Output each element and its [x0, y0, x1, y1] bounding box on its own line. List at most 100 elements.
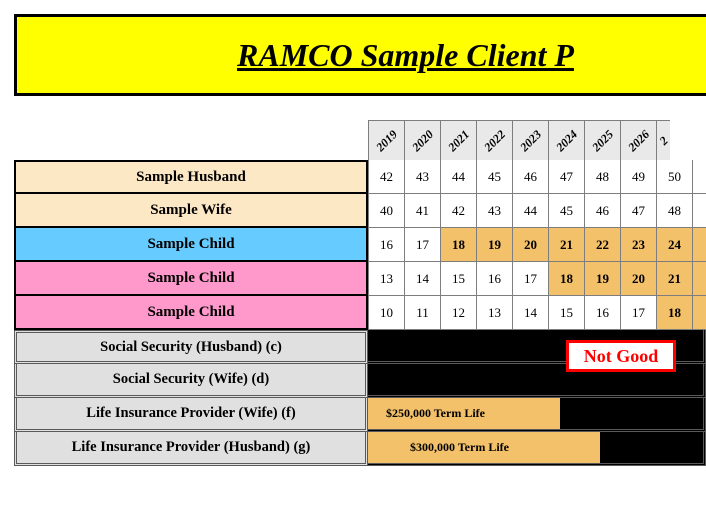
row-values: 404142434445464748 — [368, 194, 706, 228]
row-values: 101112131415161718 — [368, 296, 706, 330]
value-cell: 21 — [656, 262, 692, 296]
page-title: RAMCO Sample Client P — [237, 37, 574, 74]
value-cell: 13 — [476, 296, 512, 330]
header-spacer — [14, 120, 368, 160]
table-row: Sample Husband424344454647484950 — [14, 160, 706, 194]
value-cell: 43 — [404, 160, 440, 194]
year-header-cell: 2020 — [404, 121, 440, 160]
value-cell: 48 — [656, 194, 692, 228]
year-header-cell: 2 — [656, 121, 670, 160]
value-cell: 20 — [620, 262, 656, 296]
value-cell: 19 — [476, 228, 512, 262]
value-cell: 42 — [440, 194, 476, 228]
year-label: 2023 — [517, 127, 545, 155]
row-label: Sample Husband — [14, 160, 368, 194]
year-header-cell: 2026 — [620, 121, 656, 160]
value-cell: 40 — [368, 194, 404, 228]
value-cell: 19 — [584, 262, 620, 296]
table-row: Sample Child131415161718192021 — [14, 262, 706, 296]
table-row: Sample Child101112131415161718 — [14, 296, 706, 330]
value-cell: 22 — [584, 228, 620, 262]
value-cell: 13 — [368, 262, 404, 296]
row-label: Sample Wife — [14, 194, 368, 228]
section-label: Social Security (Husband) (c) — [14, 330, 368, 364]
value-cell: 48 — [584, 160, 620, 194]
value-cell: 12 — [440, 296, 476, 330]
year-label: 2020 — [409, 127, 437, 155]
row-values: 424344454647484950 — [368, 160, 706, 194]
year-header-cell: 2023 — [512, 121, 548, 160]
row-label: Sample Child — [14, 228, 368, 262]
table-row: Sample Wife404142434445464748 — [14, 194, 706, 228]
insurance-strip: $300,000 Term Life — [368, 432, 600, 463]
year-header-cell: 2019 — [368, 121, 404, 160]
year-label: 2024 — [553, 127, 581, 155]
section-value-row: $300,000 Term Life — [368, 432, 706, 466]
value-cell: 49 — [620, 160, 656, 194]
value-cell: 45 — [476, 160, 512, 194]
value-cell: 17 — [620, 296, 656, 330]
value-cell: 41 — [404, 194, 440, 228]
trailing-cell — [692, 160, 706, 194]
section-label: Social Security (Wife) (d) — [14, 364, 368, 398]
value-cell: 17 — [512, 262, 548, 296]
spacer — [0, 96, 706, 120]
value-cell: 11 — [404, 296, 440, 330]
value-cell: 14 — [512, 296, 548, 330]
year-header-cell: 2025 — [584, 121, 620, 160]
value-cell: 24 — [656, 228, 692, 262]
year-header-cell: 2022 — [476, 121, 512, 160]
value-cell: 18 — [548, 262, 584, 296]
year-label: 2026 — [625, 127, 653, 155]
table-row: Life Insurance Provider (Wife) (f)$250,0… — [14, 398, 706, 432]
not-good-badge: Not Good — [566, 340, 676, 372]
value-cell: 47 — [620, 194, 656, 228]
value-cell: 45 — [548, 194, 584, 228]
year-header-cell: 2024 — [548, 121, 584, 160]
trailing-cell — [692, 262, 706, 296]
main-content: 201920202021202220232024202520262 Sample… — [14, 120, 706, 466]
section-rows: Social Security (Husband) (c)Social Secu… — [14, 330, 706, 466]
section-value-area: $250,000 Term Life — [368, 398, 706, 432]
value-cell: 23 — [620, 228, 656, 262]
year-label: 2021 — [445, 127, 473, 155]
value-cell: 43 — [476, 194, 512, 228]
value-cell: 21 — [548, 228, 584, 262]
row-values: 161718192021222324 — [368, 228, 706, 262]
section-value-area: $300,000 Term Life — [368, 432, 706, 466]
value-cell: 50 — [656, 160, 692, 194]
year-cells: 2019 2020 202120222023 2024 2025 20262 — [368, 120, 670, 160]
value-cell: 16 — [368, 228, 404, 262]
value-cell: 16 — [476, 262, 512, 296]
row-label: Sample Child — [14, 262, 368, 296]
people-rows: Sample Husband424344454647484950Sample W… — [14, 160, 706, 330]
row-values: 131415161718192021 — [368, 262, 706, 296]
insurance-strip: $250,000 Term Life — [368, 398, 560, 429]
value-cell: 18 — [440, 228, 476, 262]
section-value-row: $250,000 Term Life — [368, 398, 706, 432]
value-cell: 44 — [512, 194, 548, 228]
value-cell: 15 — [440, 262, 476, 296]
value-cell: 16 — [584, 296, 620, 330]
value-cell: 46 — [584, 194, 620, 228]
year-label: 2019 — [373, 127, 401, 155]
title-banner: RAMCO Sample Client P — [14, 14, 706, 96]
value-cell: 20 — [512, 228, 548, 262]
year-label: 2025 — [589, 127, 617, 155]
year-header-row: 2019 2020 202120222023 2024 2025 20262 — [14, 120, 706, 160]
row-label: Sample Child — [14, 296, 368, 330]
section-label: Life Insurance Provider (Husband) (g) — [14, 432, 368, 466]
trailing-cell — [692, 296, 706, 330]
trailing-cell — [692, 194, 706, 228]
table-row: Life Insurance Provider (Husband) (g)$30… — [14, 432, 706, 466]
value-cell: 10 — [368, 296, 404, 330]
value-cell: 18 — [656, 296, 692, 330]
trailing-cell — [692, 228, 706, 262]
value-cell: 15 — [548, 296, 584, 330]
value-cell: 14 — [404, 262, 440, 296]
year-label: 2 — [656, 133, 670, 148]
value-cell: 44 — [440, 160, 476, 194]
value-cell: 47 — [548, 160, 584, 194]
value-cell: 17 — [404, 228, 440, 262]
table-row: Sample Child161718192021222324 — [14, 228, 706, 262]
